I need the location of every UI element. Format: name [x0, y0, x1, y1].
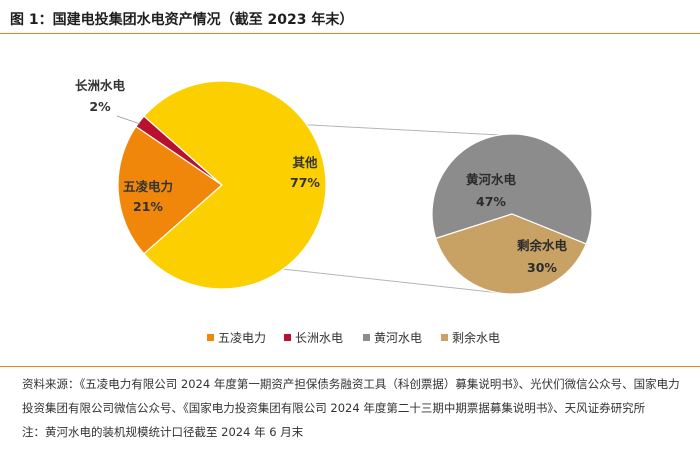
legend-label-1: 五凌电力: [218, 331, 266, 345]
legend-swatch-1: [207, 334, 214, 341]
footnote: 注：黄河水电的装机规模统计口径截至 2024 年 6 月末: [22, 425, 304, 439]
label-changzhou-name: 长洲水电: [75, 78, 126, 93]
label-huanghe-name: 黄河水电: [466, 172, 517, 187]
legend-label-3: 黄河水电: [374, 331, 422, 345]
pie-slice-main-3: [143, 80, 327, 290]
pie-slice-secondary-2: [435, 213, 587, 295]
label-wuling-name: 五凌电力: [123, 179, 173, 194]
source-note: 资料来源：《五凌电力有限公司 2024 年度第一期资产担保债务融资工具（科创票据…: [22, 377, 680, 415]
title-bar: 图 1：国建电投集团水电资产情况（截至 2023 年末）: [0, 0, 700, 34]
legend-swatch-3: [363, 334, 370, 341]
label-wuling-value: 21%: [133, 199, 163, 214]
label-changzhou-value: 2%: [89, 99, 111, 114]
label-huanghe-value: 47%: [476, 194, 506, 209]
notes-divider: [0, 366, 700, 367]
pie-slice-main-1: [117, 125, 223, 255]
label-shengyu-name: 剩余水电: [517, 238, 568, 253]
legend-swatch-4: [441, 334, 448, 341]
legend-label-2: 长洲水电: [295, 331, 343, 345]
leader-line-changzhou: [116, 115, 141, 125]
label-shengyu-value: 30%: [527, 260, 557, 275]
legend-swatch-2: [284, 334, 291, 341]
label-other-value: 77%: [290, 175, 320, 190]
figure-title: 图 1：国建电投集团水电资产情况（截至 2023 年末）: [10, 12, 354, 28]
legend-label-4: 剩余水电: [452, 330, 500, 345]
pie-slice-secondary-1: [431, 133, 593, 245]
label-other-name: 其他: [292, 155, 318, 170]
notes: 资料来源：《五凌电力有限公司 2024 年度第一期资产担保债务融资工具（科创票据…: [22, 372, 682, 444]
